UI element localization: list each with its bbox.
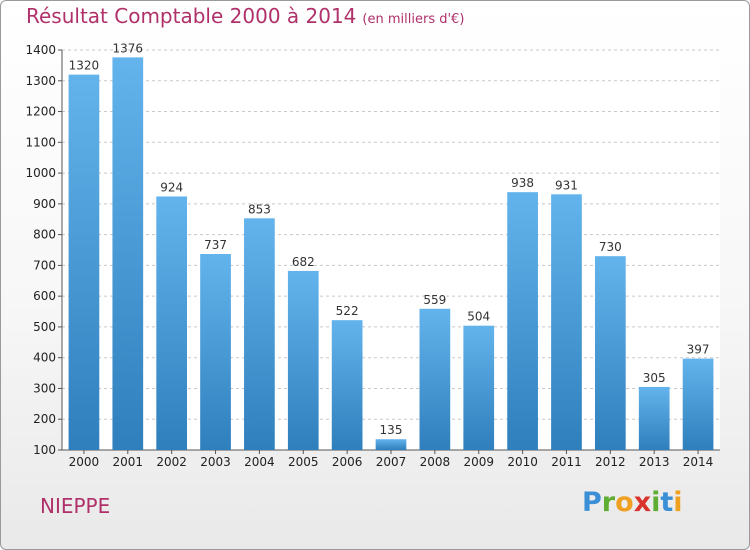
bar-2004 (244, 218, 275, 450)
y-tick-label: 1400 (25, 43, 56, 57)
logo-letter: o (615, 487, 634, 518)
chart-title: Résultat Comptable 2000 à 2014 (en millie… (26, 4, 464, 28)
bar-2000 (68, 74, 100, 450)
data-label-2009: 504 (467, 310, 490, 324)
x-tick-label-2011: 2011 (551, 455, 582, 469)
chart-subtitle: (en milliers d'€) (362, 12, 465, 27)
data-label-2013: 305 (643, 371, 666, 385)
data-label-2010: 938 (511, 176, 534, 190)
y-tick-label: 500 (33, 320, 56, 334)
x-tick-label-2008: 2008 (420, 455, 451, 469)
y-tick-label: 700 (33, 258, 56, 272)
bar-2002 (156, 196, 188, 450)
data-label-2011: 931 (555, 178, 578, 192)
bar-2012 (594, 256, 626, 450)
y-tick-label: 800 (33, 228, 56, 242)
x-tick-label-2013: 2013 (639, 455, 670, 469)
logo-letter: x (633, 487, 652, 518)
bar-2009 (463, 325, 495, 450)
y-tick-label: 1000 (25, 166, 56, 180)
data-label-2001: 1376 (113, 41, 144, 55)
chart-title-text: Résultat Comptable 2000 à 2014 (26, 4, 357, 28)
bar-2007 (375, 439, 407, 450)
bar-2008 (419, 308, 451, 450)
bar-2003 (200, 254, 231, 450)
logo-letter: i (673, 487, 683, 518)
data-label-2014: 397 (687, 343, 710, 357)
x-tick-label-2004: 2004 (244, 455, 275, 469)
data-label-2007: 135 (380, 423, 403, 437)
bar-2014 (682, 358, 714, 450)
x-tick-label-2006: 2006 (332, 455, 363, 469)
x-tick-label-2012: 2012 (595, 455, 626, 469)
data-label-2005: 682 (292, 255, 315, 269)
data-label-2002: 924 (160, 180, 183, 194)
x-tick-label-2007: 2007 (376, 455, 407, 469)
x-tick-label-2009: 2009 (463, 455, 494, 469)
data-label-2006: 522 (336, 304, 359, 318)
x-tick-label-2005: 2005 (288, 455, 319, 469)
x-tick-label-2001: 2001 (113, 455, 144, 469)
logo-letter: i (651, 487, 661, 518)
y-tick-label: 1300 (25, 74, 56, 88)
bar-2013 (638, 386, 670, 450)
data-label-2012: 730 (599, 240, 622, 254)
x-tick-label-2002: 2002 (156, 455, 187, 469)
data-label-2003: 737 (204, 238, 227, 252)
y-tick-label: 600 (33, 289, 56, 303)
proxiti-logo: Proxiti (582, 487, 683, 518)
x-tick-label-2010: 2010 (507, 455, 538, 469)
bar-2010 (507, 192, 538, 450)
x-tick-label-2014: 2014 (683, 455, 714, 469)
bar-2006 (331, 320, 363, 450)
logo-letter: r (601, 487, 616, 518)
data-label-2000: 1320 (69, 59, 100, 73)
y-tick-label: 900 (33, 197, 56, 211)
logo-letter: P (582, 487, 602, 518)
x-tick-label-2003: 2003 (200, 455, 231, 469)
bar-2001 (112, 57, 144, 451)
bar-2005 (287, 270, 319, 450)
y-tick-label: 200 (33, 412, 56, 426)
y-tick-label: 400 (33, 351, 56, 365)
y-tick-label: 100 (33, 443, 56, 457)
bar-2011 (551, 194, 582, 450)
y-tick-label: 300 (33, 381, 56, 395)
commune-name: NIEPPE (40, 494, 111, 518)
data-label-2004: 853 (248, 202, 271, 216)
logo-letter: t (660, 487, 674, 518)
x-tick-label-2000: 2000 (69, 455, 100, 469)
data-label-2008: 559 (423, 293, 446, 307)
y-tick-label: 1200 (25, 105, 56, 119)
y-tick-label: 1100 (25, 135, 56, 149)
